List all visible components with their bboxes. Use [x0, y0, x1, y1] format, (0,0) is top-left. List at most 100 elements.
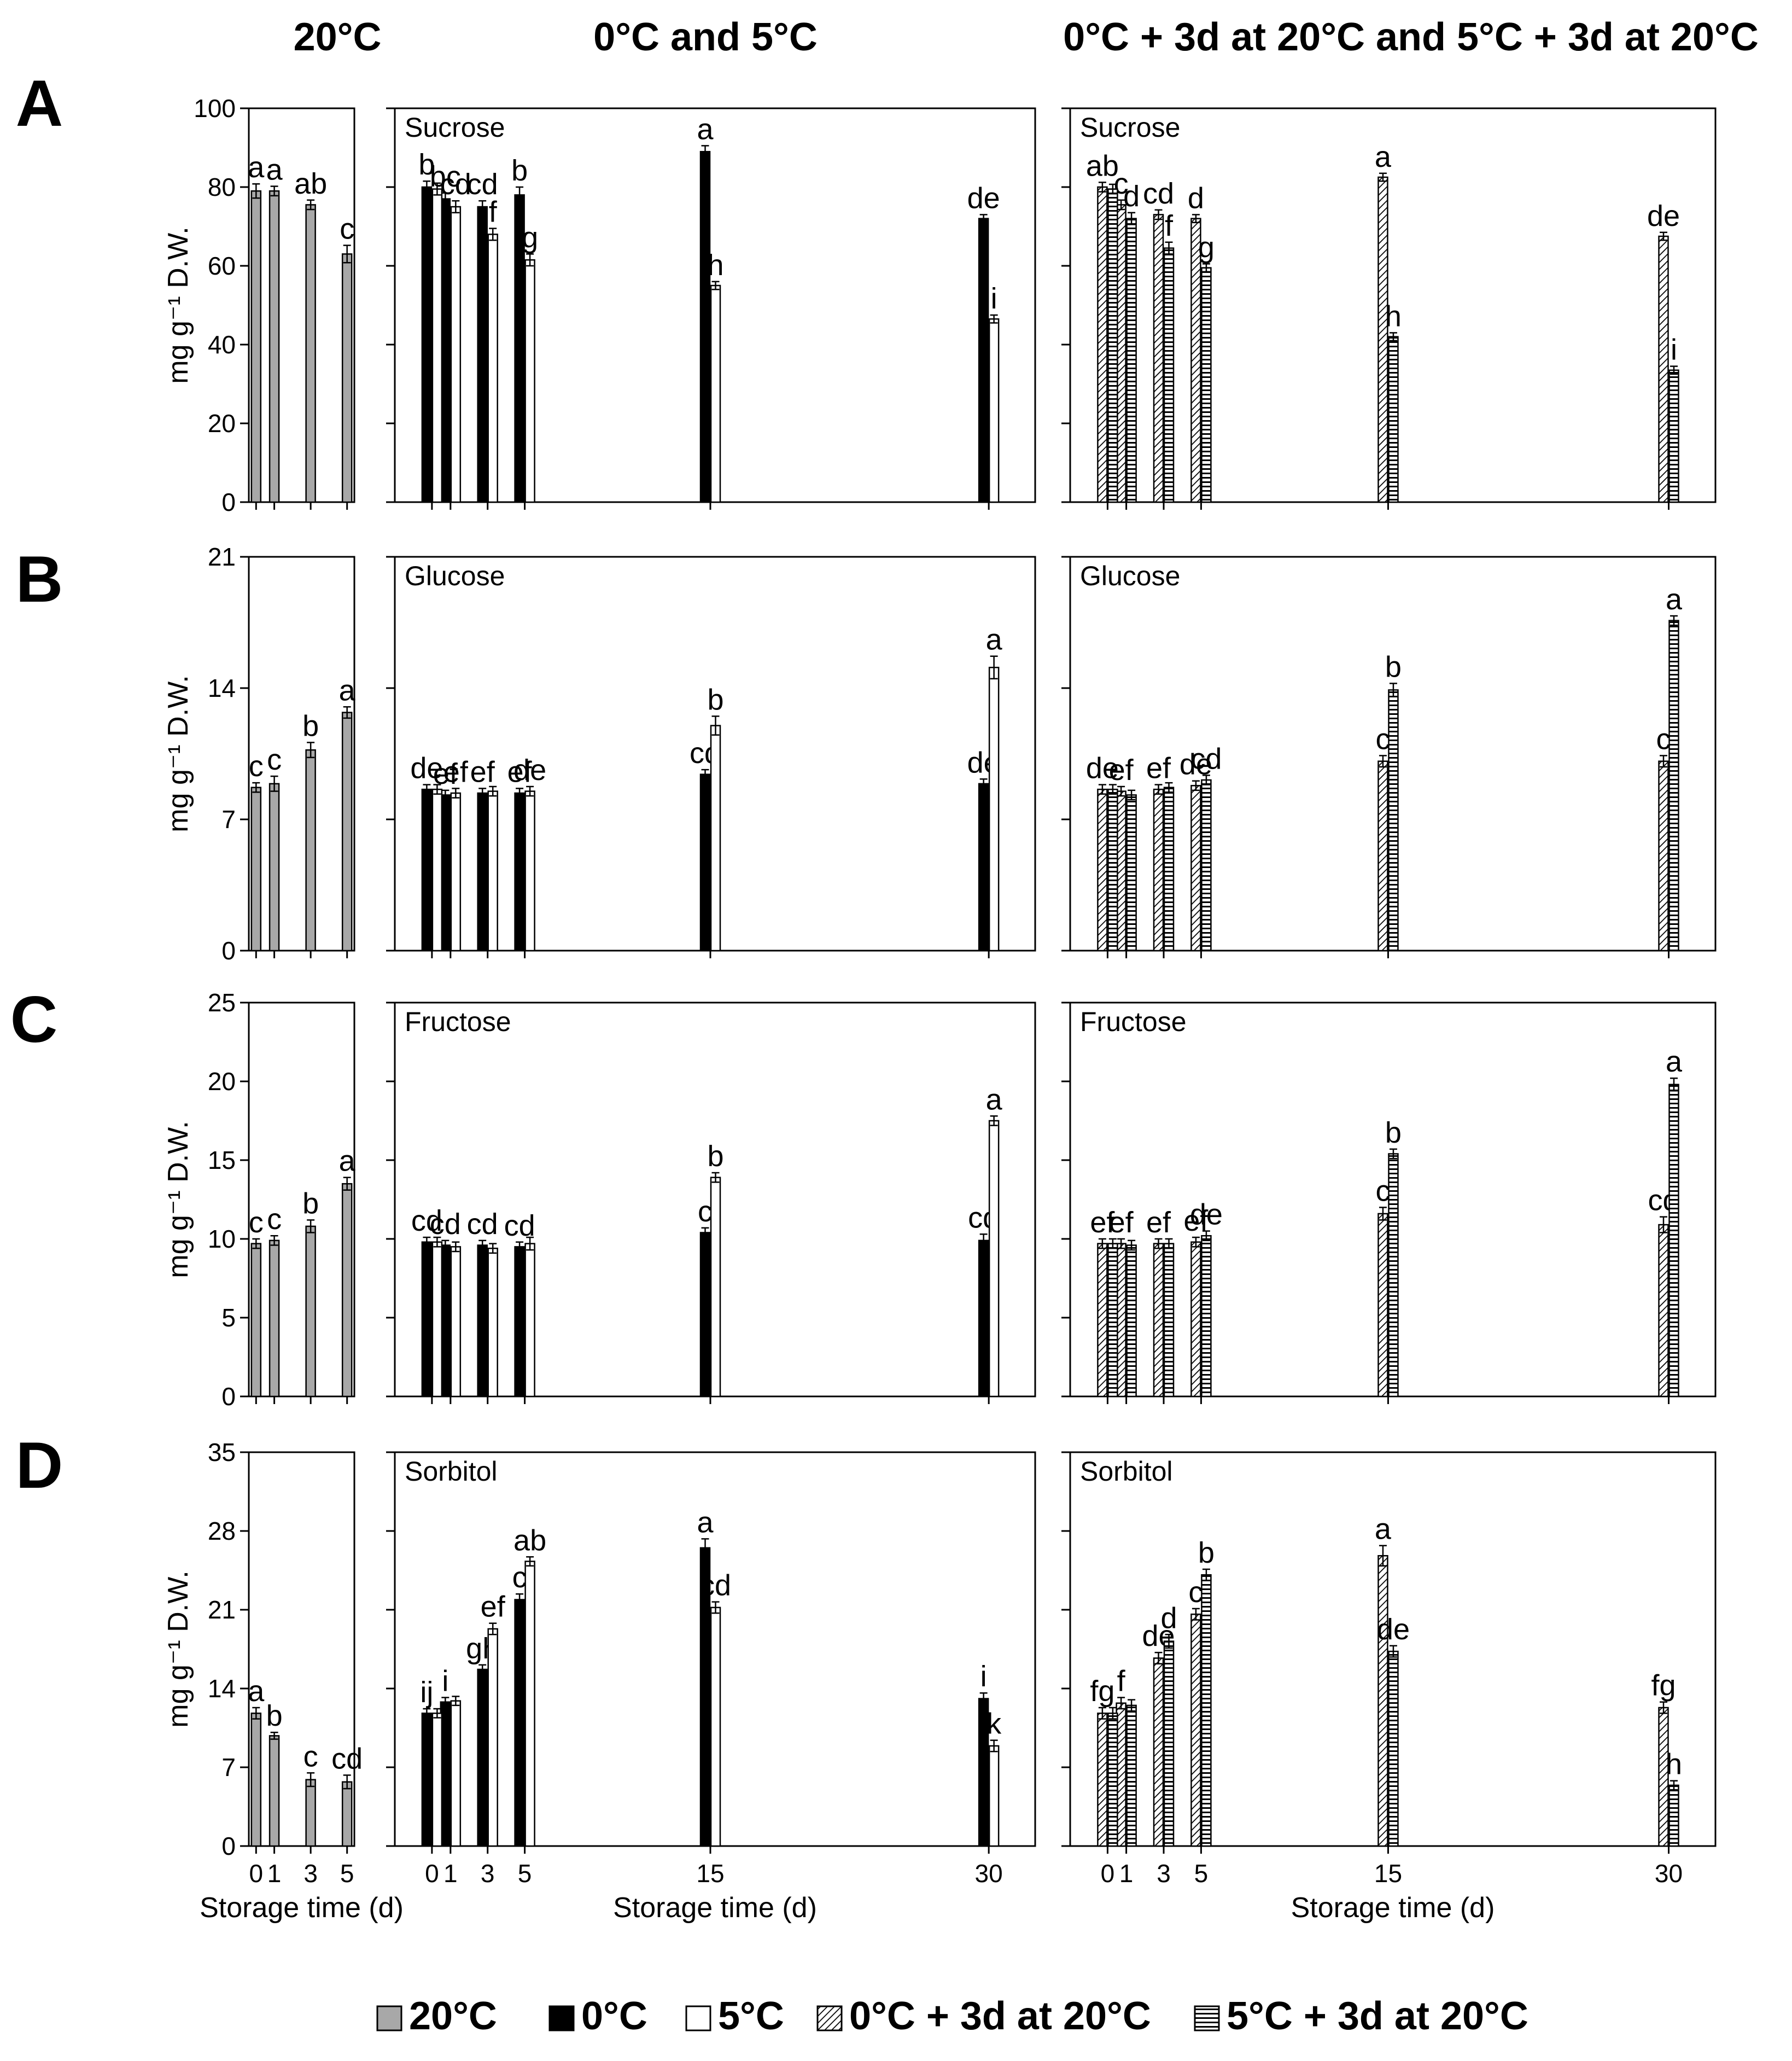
y-tick-label: 15 [208, 1146, 236, 1174]
significance-label: ef [1146, 752, 1171, 785]
bar [487, 790, 498, 952]
significance-label: cd [467, 168, 498, 201]
significance-label: c [267, 1203, 282, 1236]
legend: 20°C 0°C 5°C 0°C + 3d at 20°C 5°C + 3d at 20… [376, 1994, 1528, 2038]
bar [341, 712, 353, 952]
bar [1097, 1243, 1108, 1398]
bar [1126, 218, 1137, 503]
significance-label: a [339, 1145, 356, 1178]
significance-label: i [1671, 334, 1677, 366]
y-tick-label: 14 [208, 674, 236, 702]
x-axis-label: Storage time (d) [613, 1892, 817, 1924]
bar [431, 1241, 443, 1398]
bar [477, 1244, 488, 1398]
bar [431, 788, 443, 952]
significance-label: ab [294, 167, 327, 200]
significance-label: d [1160, 1602, 1177, 1634]
bar [1668, 1084, 1679, 1398]
bar [514, 1246, 525, 1398]
significance-label: de [1190, 1198, 1223, 1231]
panel-title: Glucose [405, 561, 505, 591]
significance-label: c [267, 743, 282, 776]
bar [431, 1713, 443, 1847]
bar [1126, 1244, 1137, 1398]
bar [1107, 788, 1118, 952]
significance-label: f [489, 196, 498, 229]
significance-label: fg [1090, 1675, 1114, 1708]
x-tick-label: 30 [1655, 1859, 1683, 1888]
y-tick-label: 0 [221, 1832, 236, 1860]
bar [305, 749, 316, 952]
panel-title: Sorbitol [405, 1456, 498, 1487]
plot-frame [248, 1451, 355, 1847]
bar [1377, 760, 1388, 952]
bar [1107, 1713, 1118, 1847]
x-tick-label: 15 [696, 1859, 724, 1888]
y-axis-label: mg g⁻¹ D.W. [162, 1570, 194, 1727]
significance-label: ab [1086, 149, 1119, 182]
significance-label: de [967, 182, 1000, 214]
x-tick-label: 5 [340, 1859, 354, 1888]
significance-label: h [707, 249, 723, 282]
bar [250, 190, 262, 503]
bar [1201, 779, 1212, 952]
significance-label: k [987, 1708, 1002, 1740]
bar [988, 1120, 1000, 1398]
y-axis-label: mg g⁻¹ D.W. [162, 1121, 194, 1278]
bar [450, 1246, 462, 1398]
x-tick-label: 1 [267, 1859, 282, 1888]
significance-label: f [1165, 209, 1174, 242]
significance-label: i [991, 282, 997, 315]
y-tick-label: 21 [208, 1596, 236, 1624]
bar [1658, 760, 1669, 952]
bar [305, 1779, 316, 1847]
significance-label: b [1385, 1116, 1402, 1149]
plot-frame [248, 1002, 355, 1398]
significance-label: b [418, 148, 435, 181]
significance-label: ab [513, 1524, 546, 1557]
legend-label: 0°C [581, 1994, 647, 2038]
significance-label: c [698, 1195, 713, 1228]
bar [1163, 247, 1175, 503]
bar [524, 790, 535, 952]
x-tick-label: 15 [1374, 1859, 1402, 1888]
bar [524, 259, 535, 503]
x-tick-label: 3 [481, 1859, 495, 1888]
bar [1126, 794, 1137, 952]
bar [988, 318, 1000, 503]
bar [1097, 186, 1108, 503]
x-tick-label: 0 [425, 1859, 439, 1888]
bar [710, 1606, 721, 1847]
significance-label: de [1377, 1613, 1410, 1646]
panel-title: Fructose [405, 1006, 511, 1037]
bar [341, 1781, 353, 1847]
bar [1388, 689, 1399, 952]
bar [487, 234, 498, 503]
bar [477, 792, 488, 952]
bar [250, 1713, 262, 1847]
significance-label: d [1123, 180, 1140, 213]
bar [699, 1232, 711, 1398]
bar [305, 204, 316, 503]
bar [450, 1700, 462, 1847]
y-tick-label: 35 [208, 1438, 236, 1466]
bar [1153, 788, 1164, 952]
row-label-b: B [16, 543, 63, 616]
plot-frame [248, 107, 355, 503]
row-label-a: A [16, 67, 63, 140]
bar [710, 1177, 721, 1398]
bar [1201, 1235, 1212, 1398]
significance-label: c [1375, 723, 1390, 755]
bar [1190, 785, 1201, 952]
bar [524, 1561, 535, 1847]
significance-label: ef [1109, 754, 1134, 787]
bar [514, 792, 525, 952]
x-tick-label: 3 [1157, 1859, 1171, 1888]
bar [1377, 1555, 1388, 1847]
bar [268, 1239, 280, 1398]
bar [268, 190, 280, 503]
significance-label: a [986, 624, 1003, 656]
significance-label: ef [1090, 1206, 1115, 1239]
